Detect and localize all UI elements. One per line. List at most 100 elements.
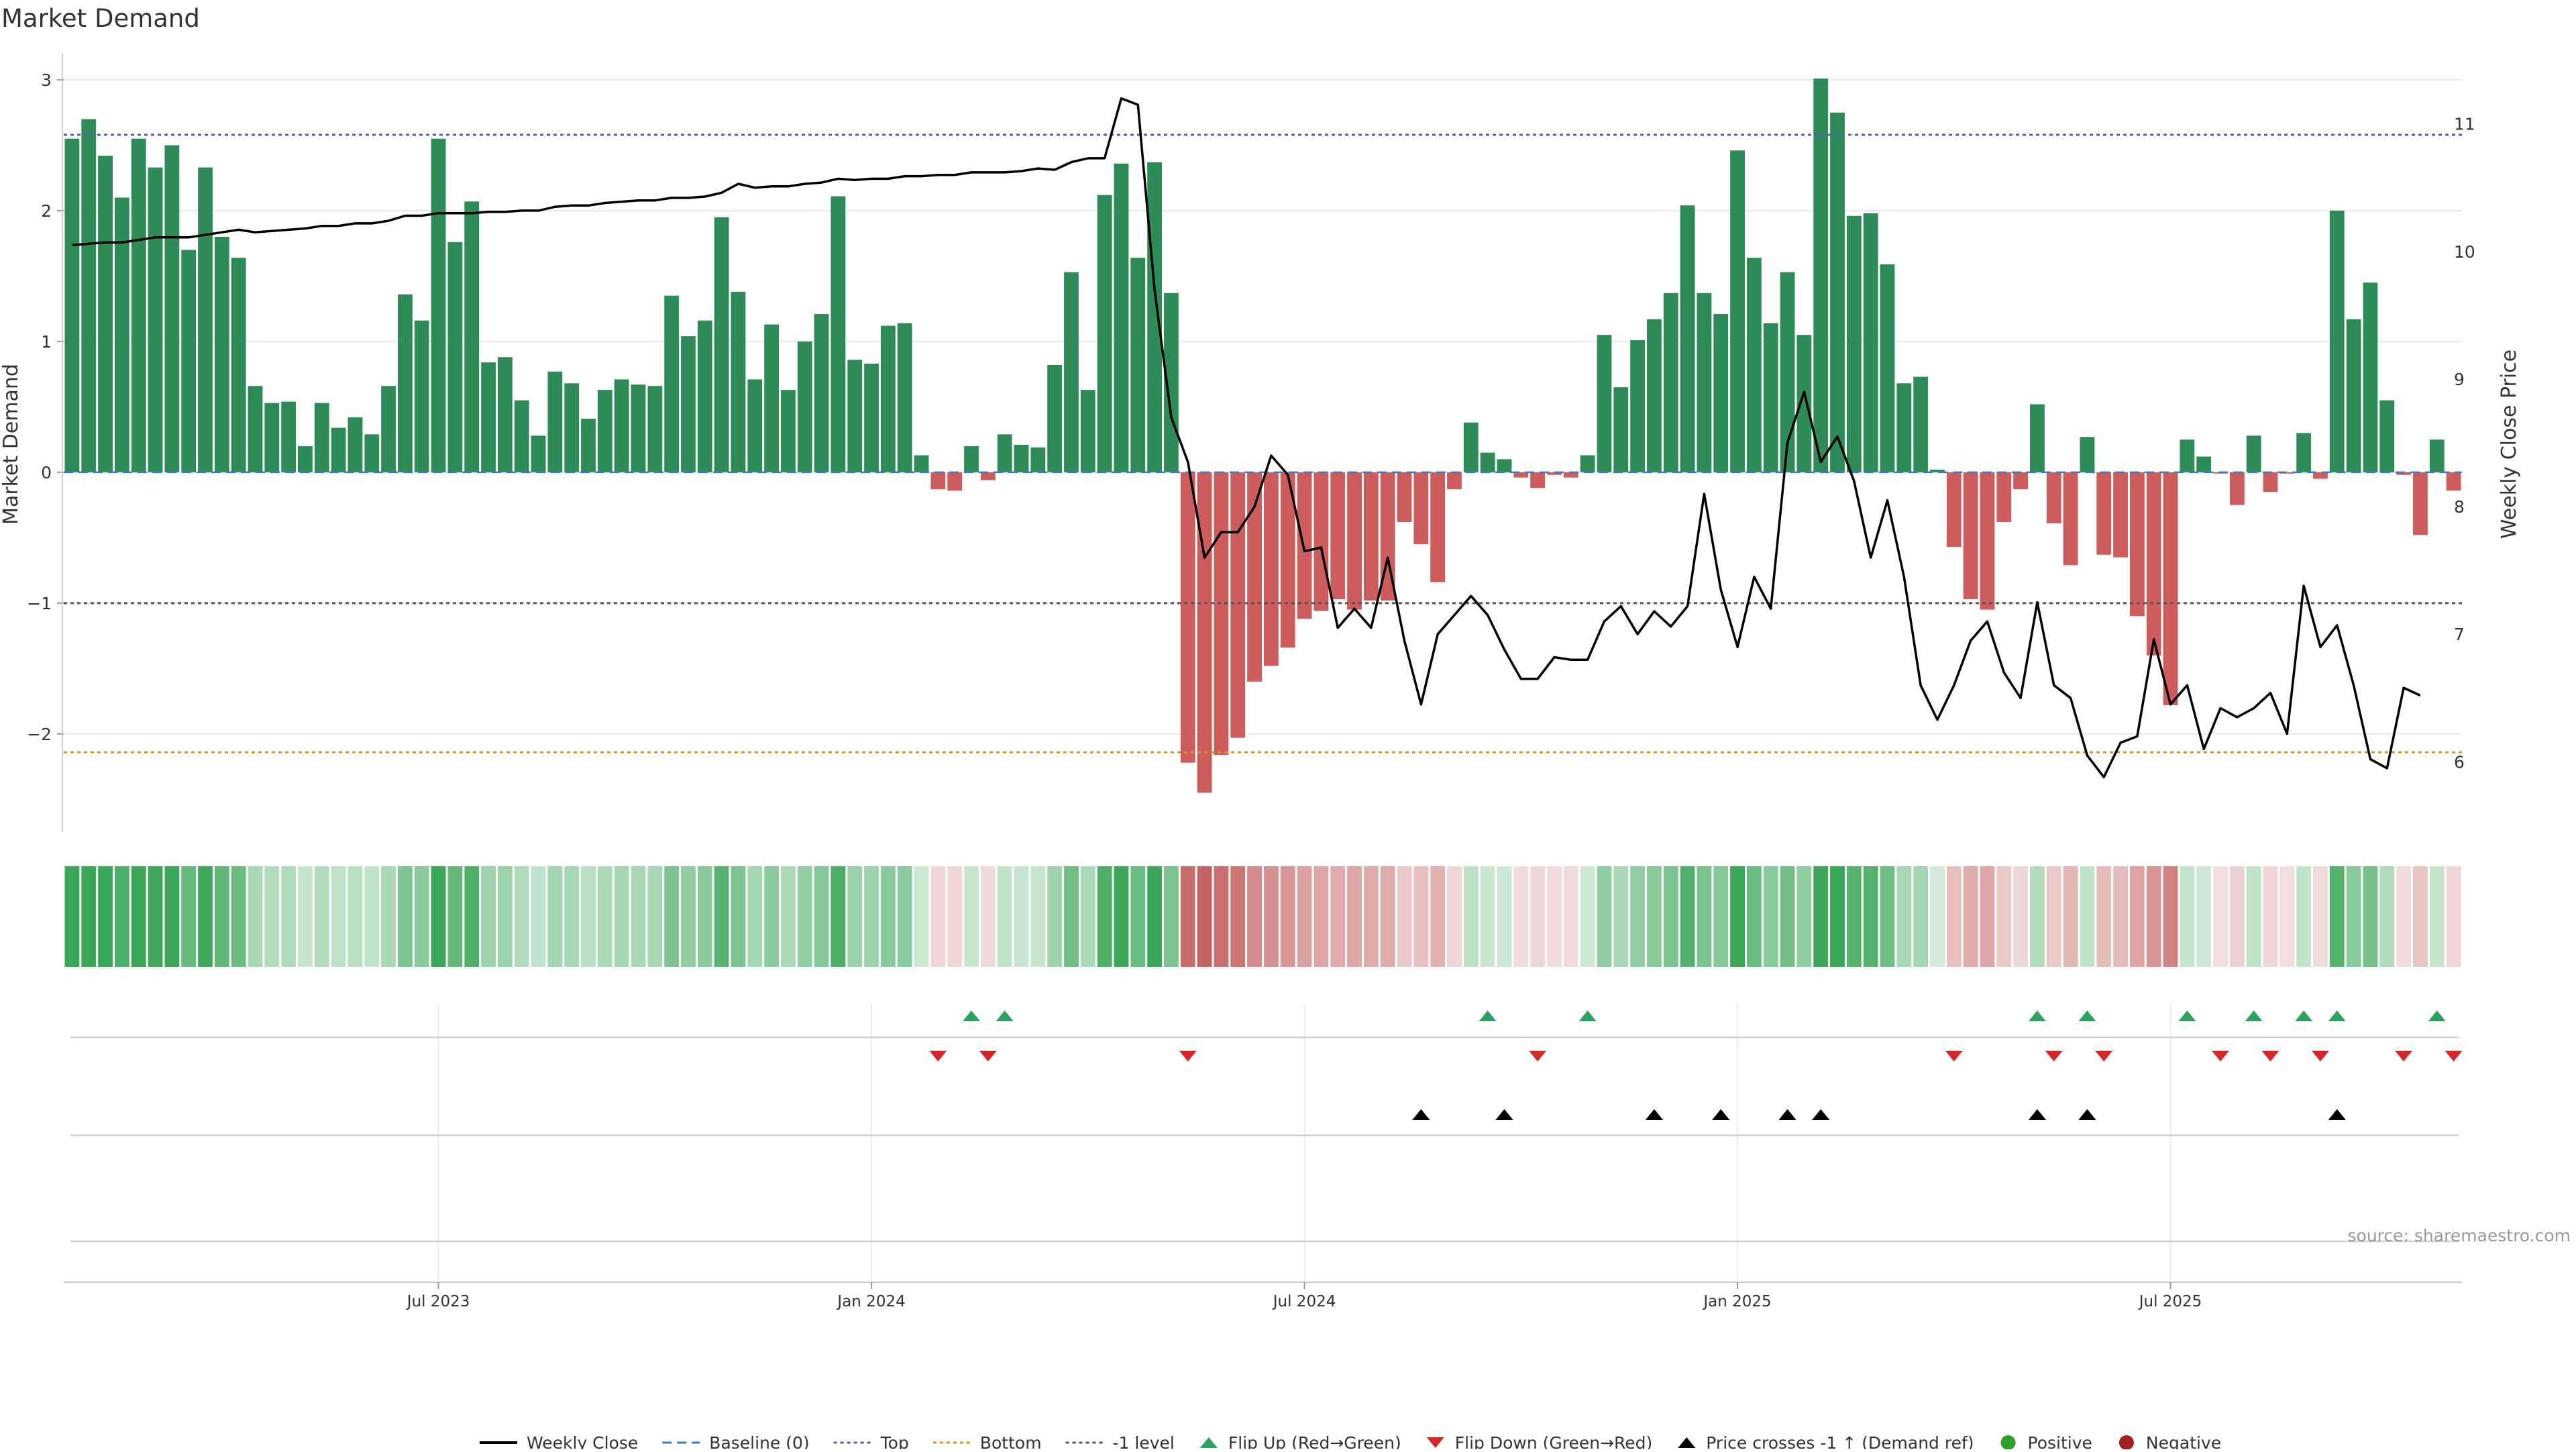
- bar-positive: [1896, 383, 1912, 472]
- heat-cell: [781, 866, 796, 967]
- heat-cell: [2346, 866, 2361, 967]
- x-tick-label: Jan 2025: [1702, 1293, 1771, 1310]
- bar-positive: [597, 390, 612, 472]
- bar-positive: [464, 201, 480, 472]
- bar-positive: [364, 434, 380, 472]
- heat-cell: [464, 866, 480, 967]
- bar-positive: [381, 386, 396, 472]
- bar-positive: [81, 119, 97, 472]
- flip-up-marker: [2178, 1010, 2196, 1021]
- heat-cell: [1047, 866, 1063, 967]
- y2-tick-label: 8: [2454, 497, 2465, 517]
- heat-cell: [2379, 866, 2395, 967]
- bar-negative: [2013, 472, 2029, 490]
- bar-negative: [1297, 472, 1312, 619]
- heat-cell: [64, 866, 80, 967]
- heat-cell: [1913, 866, 1929, 967]
- legend-swatch: [1426, 1437, 1444, 1448]
- flip-up-marker: [996, 1010, 1014, 1021]
- heat-cell: [2196, 866, 2212, 967]
- bar-positive: [1863, 213, 1878, 472]
- heat-cell: [1330, 866, 1346, 967]
- legend-item: Weekly Close: [480, 1433, 638, 1452]
- bar-positive: [1763, 323, 1778, 472]
- bar-positive: [514, 400, 529, 472]
- price-cross-marker: [1712, 1109, 1730, 1120]
- flip-down-marker: [2212, 1051, 2230, 1061]
- flip-down-marker: [2445, 1051, 2463, 1061]
- heat-cell: [1114, 866, 1129, 967]
- heat-cell: [1713, 866, 1729, 967]
- bar-positive: [1880, 264, 1895, 472]
- heat-cell: [714, 866, 729, 967]
- bar-positive: [1463, 422, 1479, 472]
- bar-positive: [880, 325, 896, 472]
- heat-cell: [1746, 866, 1762, 967]
- legend-item: Negative: [2118, 1433, 2221, 1452]
- price-cross-marker: [1645, 1109, 1663, 1120]
- bar-positive: [864, 364, 879, 472]
- heat-cell: [880, 866, 896, 967]
- bar-positive: [1064, 272, 1079, 472]
- bar-negative: [2046, 472, 2061, 523]
- heat-cell: [1880, 866, 1895, 967]
- bar-positive: [814, 313, 829, 472]
- bar-positive: [198, 167, 213, 472]
- flip-down-marker: [2311, 1051, 2329, 1061]
- heat-cell: [564, 866, 580, 967]
- heat-cell: [864, 866, 879, 967]
- source-note: source: sharemaestro.com: [2348, 1226, 2571, 1245]
- bar-positive: [1630, 340, 1646, 472]
- heat-cell: [481, 866, 496, 967]
- price-cross-marker: [1778, 1109, 1796, 1120]
- heat-cell: [298, 866, 313, 967]
- y-tick-label: −2: [27, 725, 52, 744]
- flip-down-marker: [1945, 1051, 1963, 1061]
- legend-item: Flip Up (Red→Green): [1199, 1433, 1401, 1452]
- bar-negative: [1513, 472, 1529, 478]
- bar-positive: [248, 386, 263, 472]
- heat-cell: [914, 866, 929, 967]
- x-axis: Jul 2023 Jan 2024 Jul 2024 Jan 2025 Jul 2025: [64, 1281, 2462, 1310]
- bar-positive: [1497, 459, 1512, 472]
- heat-cell: [164, 866, 180, 967]
- bar-positive: [914, 455, 929, 472]
- flip-up-marker: [2078, 1010, 2096, 1021]
- bar-negative: [1946, 472, 1962, 547]
- heat-cell: [1180, 866, 1195, 967]
- heat-cell: [980, 866, 996, 967]
- heat-cell: [1080, 866, 1095, 967]
- heat-cell: [497, 866, 513, 967]
- heat-cell: [2446, 866, 2461, 967]
- bar-positive: [2379, 400, 2395, 472]
- heat-cell: [847, 866, 863, 967]
- bar-positive: [497, 357, 513, 472]
- heat-cell: [2013, 866, 2029, 967]
- bar-positive: [1147, 162, 1163, 472]
- heat-cell: [897, 866, 912, 967]
- bar-positive: [2246, 435, 2261, 472]
- heat-cell: [814, 866, 829, 967]
- bar-positive: [1813, 79, 1829, 472]
- legend: Weekly Close Baseline (0) Top Bottom -1 leve…: [480, 1433, 2221, 1452]
- flip-markers-panel: [70, 1010, 2463, 1061]
- flip-up-marker: [2028, 1010, 2046, 1021]
- bar-positive: [564, 383, 580, 472]
- bar-positive: [631, 384, 646, 472]
- price-cross-marker: [2328, 1109, 2346, 1120]
- heat-cell: [264, 866, 280, 967]
- y-axis-right: 11 10 9 8 7 6: [2454, 115, 2475, 772]
- heat-cell: [2180, 866, 2195, 967]
- bar-negative: [1980, 472, 1995, 610]
- heat-cell: [1730, 866, 1745, 967]
- price-cross-marker: [2078, 1109, 2096, 1120]
- heat-cell: [1413, 866, 1429, 967]
- chart-title: Market Demand: [1, 4, 200, 33]
- heat-cell: [81, 866, 97, 967]
- bar-positive: [847, 360, 863, 472]
- bar-positive: [281, 401, 297, 472]
- bar-positive: [214, 236, 229, 472]
- bar-negative: [980, 472, 996, 480]
